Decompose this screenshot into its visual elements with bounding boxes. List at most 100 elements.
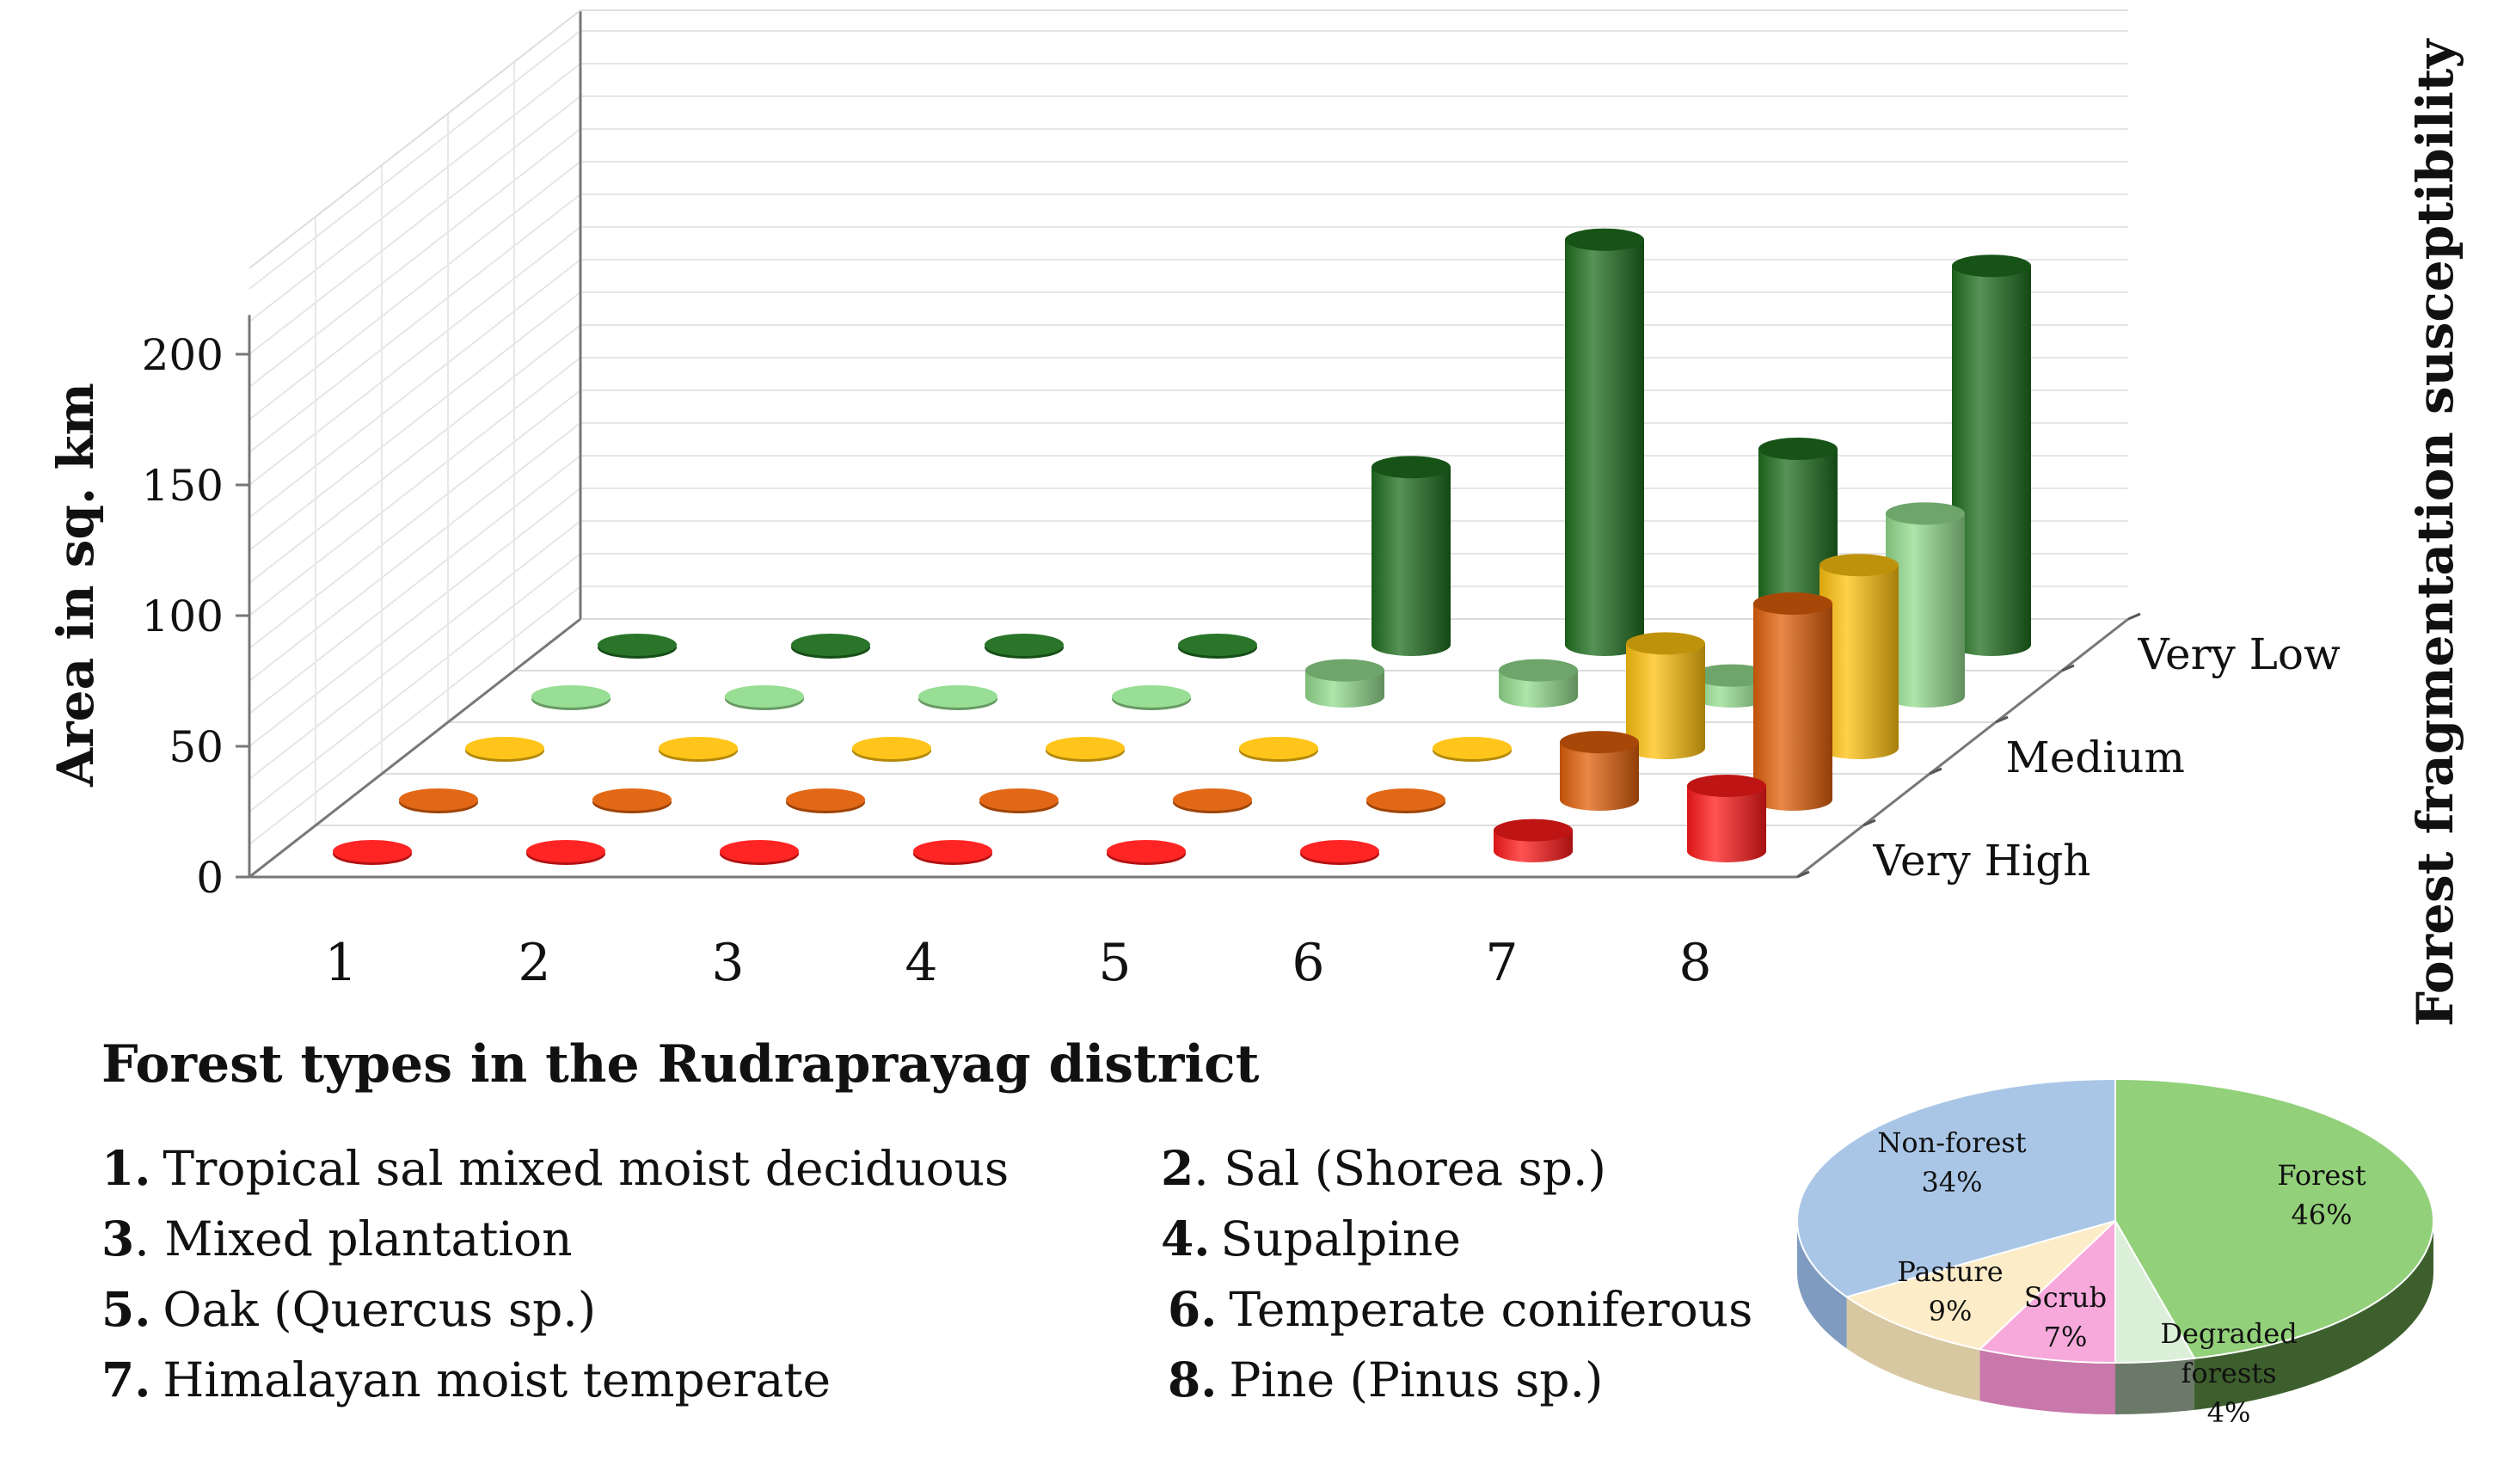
bar-body	[1687, 786, 1766, 862]
bar-top	[1305, 659, 1384, 682]
legend-title: Forest types in the Rudraprayag district	[101, 1034, 1260, 1095]
depth-tick-mark	[1929, 767, 1942, 776]
box-edge	[249, 9, 581, 269]
bar-very-low-8	[1952, 254, 2031, 656]
x-tick-label: 4	[905, 933, 937, 993]
grid-line	[249, 259, 581, 518]
pie-label: Non-forest	[1877, 1126, 2026, 1159]
bar-very-high-7	[1494, 819, 1573, 862]
bar-top	[913, 840, 992, 862]
grid-line	[249, 324, 581, 584]
grid-line	[249, 520, 581, 780]
bar-body	[1560, 742, 1639, 811]
y-tick-label: 150	[142, 461, 224, 511]
depth-tick-mark	[2127, 612, 2141, 621]
grid-line	[249, 193, 581, 453]
bar-top	[1046, 737, 1125, 759]
bar-top	[1499, 659, 1578, 682]
land-cover-pie	[1796, 1077, 2434, 1414]
x-tick-label: 6	[1292, 933, 1324, 993]
bar-very-high-2	[526, 840, 605, 865]
bar-top	[1433, 737, 1512, 759]
bar-top	[725, 685, 804, 708]
bar-very-high-1	[333, 840, 412, 865]
pie-side	[1846, 1297, 1980, 1401]
bar-very-low-1	[598, 634, 677, 659]
pie-label: forests	[2181, 1357, 2276, 1389]
grid-line	[249, 63, 581, 322]
x-tick-label: 5	[1098, 933, 1131, 993]
grid-line	[249, 389, 581, 649]
bar-top	[1173, 788, 1252, 811]
pie-side	[1797, 1221, 1847, 1349]
x-tick-label: 3	[711, 933, 744, 993]
bar-body	[1886, 513, 1965, 708]
y-tick-label: 0	[196, 853, 224, 903]
bar-low-1	[531, 685, 611, 710]
bar-top	[1372, 456, 1451, 479]
bar-top	[1239, 737, 1318, 759]
grid-line	[249, 586, 581, 845]
grid-line	[249, 553, 581, 813]
y-axis-ticks: 0 50 100 150 200	[142, 330, 224, 903]
bar-layer	[333, 228, 2031, 865]
susceptibility-axis-title: Forest fragmentation susceptibility	[2406, 38, 2464, 1027]
grid-line	[249, 357, 581, 616]
depth-label: Very Low	[2138, 629, 2341, 679]
bar-top	[1107, 840, 1186, 862]
bar-top	[1819, 554, 1899, 577]
grid-line	[249, 422, 581, 682]
x-tick-label: 7	[1485, 933, 1518, 993]
box-edge	[1796, 617, 2129, 879]
pie-label: 34%	[1921, 1166, 1982, 1199]
legend-item-1: 1. Tropical sal mixed moist deciduous	[101, 1140, 1009, 1196]
bar-top	[1952, 254, 2031, 278]
bar-low-8	[1886, 502, 1965, 708]
y-axis-title: Area in sq. km	[46, 383, 105, 788]
bar-body	[1626, 643, 1705, 759]
bar-top	[465, 737, 544, 759]
box-edge	[249, 617, 581, 879]
pie-label: Pasture	[1897, 1255, 2003, 1288]
y-tick-label: 50	[169, 722, 224, 772]
pie-label: 46%	[2291, 1199, 2352, 1231]
bar-low-7	[1692, 664, 1771, 708]
bar-very-high-5	[1107, 840, 1186, 865]
bar-top	[1565, 228, 1644, 251]
bar-very-high-8	[1687, 775, 1766, 862]
bar-high-5	[1173, 788, 1252, 813]
grid-line	[249, 161, 581, 420]
bar-medium-6	[1433, 737, 1512, 762]
pie-label: Scrub	[2024, 1281, 2107, 1314]
pie-side	[2115, 1358, 2195, 1414]
bar-medium-2	[659, 737, 738, 762]
bar-top	[1758, 438, 1838, 460]
depth-label: Very High	[1873, 836, 2091, 886]
bar-low-4	[1112, 685, 1191, 710]
legend-item-2: 2. Sal (Shorea sp.)	[1161, 1140, 1606, 1196]
pie-slice-forest	[2114, 1077, 2434, 1359]
pie-slice-pasture	[1844, 1220, 2116, 1351]
legend-item-7: 7. Himalayan moist temperate	[101, 1352, 831, 1407]
bar-top	[918, 685, 997, 708]
grid-line	[249, 30, 581, 290]
bar-body	[1952, 266, 2031, 656]
bar-body	[1565, 239, 1644, 656]
bar-low-6	[1499, 659, 1578, 708]
bar-top	[1112, 685, 1191, 708]
bar-top	[1626, 632, 1705, 655]
bar-top	[598, 634, 677, 656]
grid-line	[249, 128, 581, 388]
bar-very-high-4	[913, 840, 992, 865]
bar-medium-5	[1239, 737, 1318, 762]
depth-axis-labels: Very High Medium Very Low	[1873, 629, 2341, 886]
pie-label: Forest	[2277, 1159, 2366, 1192]
bar-very-high-6	[1300, 840, 1379, 865]
pie-slice-non-forest	[1796, 1077, 2116, 1298]
bar-top	[1300, 840, 1379, 862]
bar-top	[1366, 788, 1445, 811]
pie-side	[2194, 1221, 2433, 1410]
bar-low-5	[1305, 659, 1384, 708]
legend-item-6: 6. Temperate coniferous	[1168, 1281, 1752, 1337]
